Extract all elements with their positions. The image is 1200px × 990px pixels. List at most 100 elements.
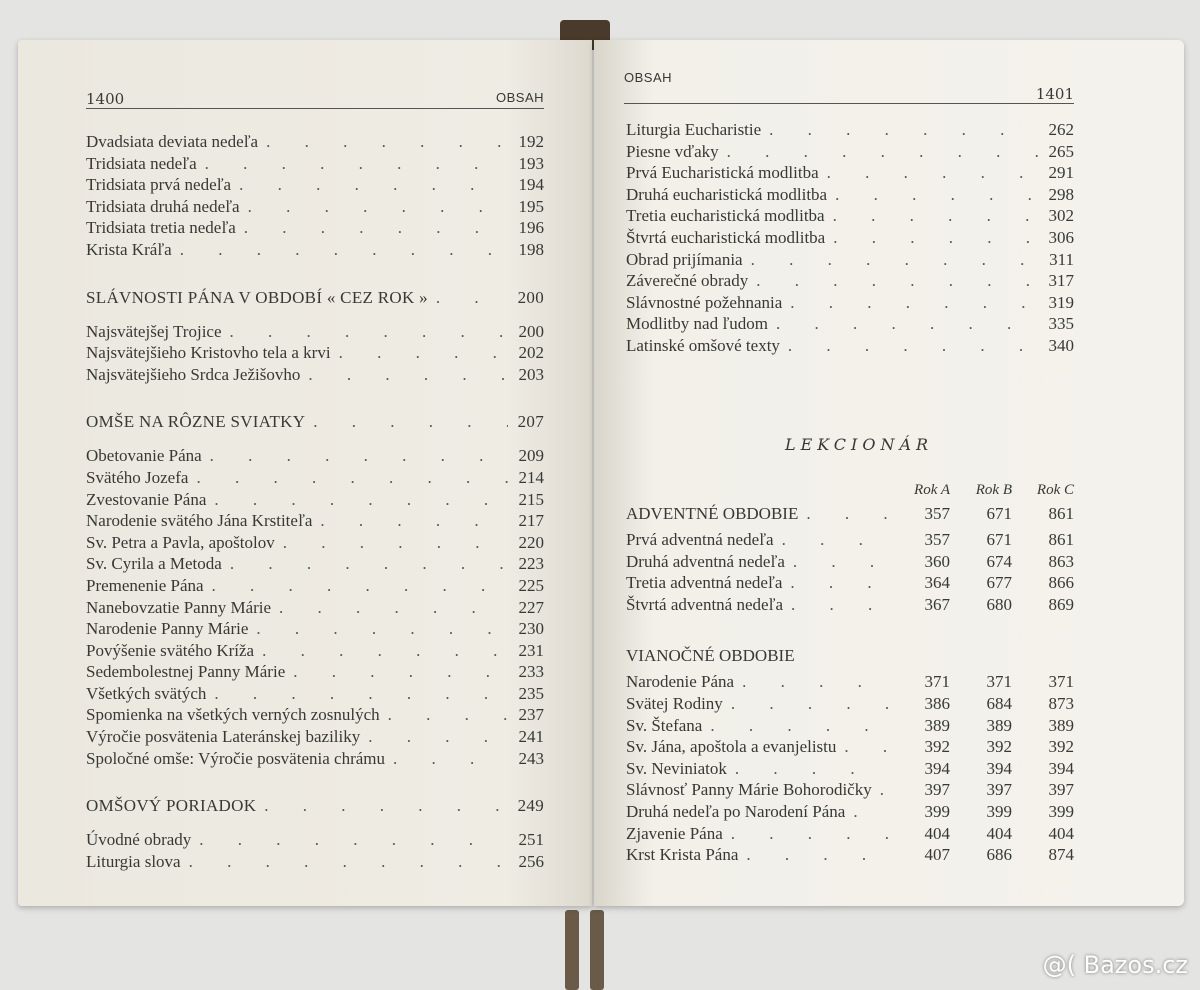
entry-page: 262 (1048, 120, 1075, 139)
entry-page: 217 (518, 511, 545, 531)
dot-leader: . . . . . . . . . . . . . . . . . . . . … (239, 175, 508, 195)
toc-entry: Krista Kráľa . . . . . . . . . . . . . . … (86, 240, 544, 262)
entry-title: Tridsiata nedeľa (86, 153, 197, 173)
entry-page: 195 (518, 196, 545, 216)
column-header: Rok A (914, 482, 950, 498)
dot-leader: . . . . . . . . . . . . . . . . . . . . … (790, 573, 888, 593)
entry-title: Záverečné obrady (626, 271, 749, 291)
toc-entry: Tridsiata tretia nedeľa . . . . . . . . .… (86, 218, 544, 240)
entry-page: 256 (518, 851, 545, 871)
toc-entry: Sv. Štefana . . . . . . . . . . . . . . .… (626, 716, 1074, 738)
entry-page: 220 (518, 532, 545, 552)
dot-leader: . . . . . . . . . . . . . . . . . . . . … (790, 292, 1038, 312)
bookmark-ribbon (590, 910, 604, 990)
entry-page: 251 (518, 830, 545, 850)
toc-entry: OMŠE NA RÔZNE SVIATKY . . . . . . . . . .… (86, 412, 544, 438)
toc-entry: Tridsiata prvá nedeľa . . . . . . . . . .… (86, 175, 544, 197)
entry-page: 399 (1048, 801, 1075, 821)
dot-leader: . . . . . . . . . . . . . . . . . . . . … (756, 271, 1038, 291)
entry-page: 404 (1048, 823, 1075, 843)
entry-page: 198 (518, 239, 545, 259)
entry-title: OMŠOVÝ PORIADOK (86, 796, 257, 816)
entry-page: 223 (518, 554, 545, 574)
entry-title: Tridsiata tretia nedeľa (86, 218, 236, 238)
toc-entry: Narodenie Pána . . . . . . . . . . . . . … (626, 672, 1074, 694)
entry-title: Spomienka na všetkých verných zosnulých (86, 705, 380, 725)
entry-title: Zvestovanie Pána (86, 489, 207, 509)
entry-title: Narodenie Panny Márie (86, 619, 249, 639)
dot-leader: . . . . . . . . . . . . . . . . . . . . … (791, 594, 888, 614)
dot-leader: . . . . . . . . . . . . . . . . . . . . … (308, 364, 508, 384)
entry-page: 386 (924, 693, 951, 713)
spacer (86, 314, 544, 322)
toc-entry: Tretia eucharistická modlitba . . . . . .… (626, 206, 1074, 228)
dot-leader: . . . . . . . . . . . . . . . . . . . . … (853, 801, 888, 821)
entry-title: Úvodné obrady (86, 830, 192, 850)
dot-leader: . . . . . . . . . . . . . . . . . . . . … (387, 705, 508, 725)
watermark: @( Bazos.cz (1042, 951, 1188, 979)
dot-leader: . . . . . . . . . . . . . . . . . . . . … (710, 715, 888, 735)
dot-leader: . . . . . . . . . . . . . . . . . . . . … (872, 780, 888, 800)
dot-leader: . . . . . . . . . . . . . . . . . . . . … (368, 727, 508, 747)
toc-entry: Latinské omšové texty . . . . . . . . . .… (626, 336, 1074, 358)
entry-page: 399 (986, 801, 1013, 821)
dot-leader: . . . . . . . . . . . . . . . . . . . . … (214, 683, 508, 703)
dot-leader: . . . . . . . . . . . . . . . . . . . . … (806, 504, 888, 523)
entry-page: 671 (986, 504, 1013, 523)
entry-title: Sv. Neviniatok (626, 758, 727, 778)
entry-page: 291 (1048, 163, 1075, 183)
toc-entry: Narodenie Panny Márie . . . . . . . . . .… (86, 619, 544, 641)
right-page: OBSAH 1401 Liturgia Eucharistie . . . . .… (594, 40, 1184, 906)
entry-page: 306 (1048, 227, 1075, 247)
dot-leader: . . . . . . . . . . . . . . . . . . . . … (734, 758, 888, 778)
entry-page: 193 (518, 153, 545, 173)
dot-leader: . . . . . . . . . . . . . . . . . . . . … (188, 851, 508, 871)
toc-entry: Sv. Jána, apoštola a evanjelistu . . . . … (626, 737, 1074, 759)
entry-title: Liturgia slova (86, 851, 181, 871)
entry-page: 200 (518, 321, 545, 341)
entry-title: Sv. Jána, apoštola a evanjelistu (626, 737, 837, 757)
entry-title: Prvá Eucharistická modlitba (626, 163, 819, 183)
toc-entry: Druhá nedeľa po Narodení Pána . . . . . .… (626, 802, 1074, 824)
entry-page: 861 (1048, 504, 1075, 523)
entry-page: 866 (1048, 573, 1075, 593)
dot-leader: . . . . . . . . . . . . . . . . . . . . … (262, 640, 508, 660)
entry-page: 404 (924, 823, 951, 843)
entry-title: Výročie posvätenia Lateránskej baziliky (86, 727, 361, 747)
entry-page: 671 (986, 530, 1013, 549)
entry-page: 231 (518, 640, 545, 660)
lekcionar-table: Rok A Rok B Rok C ADVENTNÉ OBDOBIE . . . . .… (626, 482, 1074, 867)
toc-entry: Sv. Cyrila a Metoda . . . . . . . . . . .… (86, 554, 544, 576)
entry-title: Druhá nedeľa po Narodení Pána (626, 801, 846, 821)
entry-title: Spoločné omše: Výročie posvätenia chrámu (86, 748, 385, 768)
entry-title: Štvrtá adventná nedeľa (626, 594, 784, 614)
toc-entry: Sv. Petra a Pavla, apoštolov . . . . . . … (86, 533, 544, 555)
dot-leader: . . . . . . . . . . . . . . . . . . . . … (229, 321, 508, 341)
entry-title: Sv. Petra a Pavla, apoštolov (86, 532, 275, 552)
entry-page: 298 (1048, 184, 1075, 204)
toc-entry: Modlitby nad ľudom . . . . . . . . . . . … (626, 314, 1074, 336)
toc-entry: Tridsiata druhá nedeľa . . . . . . . . . … (86, 197, 544, 219)
left-page: 1400 OBSAH Dvadsiata deviata nedeľa . . .… (18, 40, 592, 906)
toc-entry: Zvestovanie Pána . . . . . . . . . . . . … (86, 490, 544, 512)
entry-title: Tridsiata druhá nedeľa (86, 196, 240, 216)
entry-page: 202 (518, 343, 545, 363)
toc-entry: Nanebovzatie Panny Márie . . . . . . . . … (86, 598, 544, 620)
dot-leader: . . . . . . . . . . . . . . . . . . . . … (746, 845, 888, 865)
dot-leader: . . . . . . . . . . . . . . . . . . . . … (792, 551, 888, 571)
toc-entry: Slávnosť Panny Márie Bohorodičky. . . . … (626, 780, 1074, 802)
entry-title: Prvá adventná nedeľa (626, 530, 774, 549)
entry-title: Slávnosť Panny Márie Bohorodičky (626, 780, 872, 800)
section-title: ADVENTNÉ OBDOBIE (626, 504, 799, 523)
toc-entry: Štvrtá adventná nedeľa . . . . . . . . . … (626, 595, 1074, 617)
dot-leader: . . . . . . . . . . . . . . . . . . . . … (781, 530, 888, 549)
entry-page: 233 (518, 662, 545, 682)
entry-page: 335 (1048, 314, 1075, 334)
entry-title: Dvadsiata deviata nedeľa (86, 132, 259, 151)
entry-page: 302 (1048, 206, 1075, 226)
entry-title: Liturgia Eucharistie (626, 120, 762, 139)
entry-page: 357 (924, 530, 951, 549)
column-headers: Rok A Rok B Rok C (626, 482, 1074, 504)
entry-page: 389 (986, 715, 1013, 735)
entry-title: Svätej Rodiny (626, 693, 723, 713)
